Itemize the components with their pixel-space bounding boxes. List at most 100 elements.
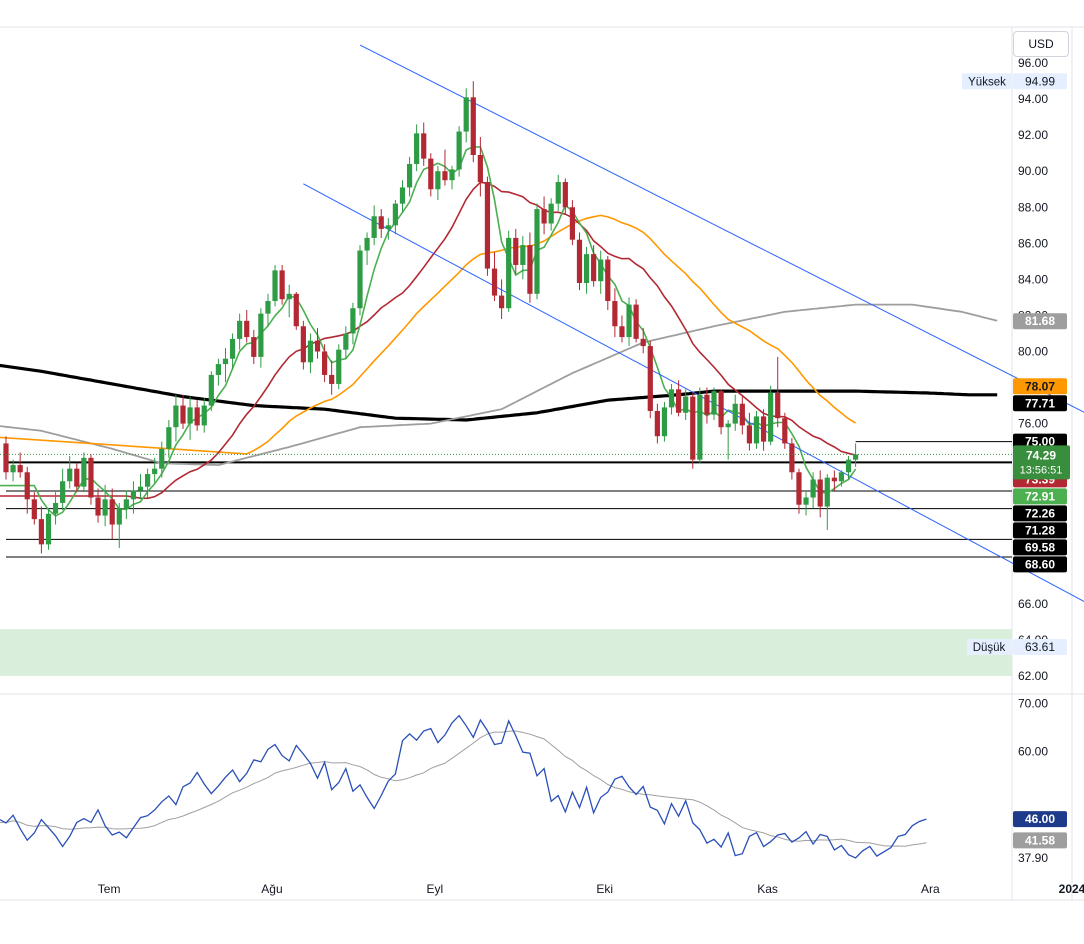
candle-body[interactable] — [810, 479, 816, 498]
candle-body[interactable] — [378, 216, 384, 229]
candle-body[interactable] — [626, 304, 632, 338]
candle-body[interactable] — [399, 187, 406, 204]
currency-button[interactable]: USD — [1013, 31, 1069, 57]
candle-body[interactable] — [442, 171, 448, 181]
candle-body[interactable] — [845, 459, 852, 473]
candle-body[interactable] — [406, 164, 413, 188]
candle-body[interactable] — [598, 259, 604, 282]
candle-body[interactable] — [605, 259, 611, 302]
moving-average-line-1[interactable] — [0, 181, 856, 500]
candle-body[interactable] — [534, 209, 540, 294]
candle-body[interactable] — [428, 158, 434, 190]
moving-average-line-4[interactable] — [0, 362, 998, 422]
candle-body[interactable] — [803, 497, 809, 505]
candle-body[interactable] — [251, 337, 257, 357]
candle-body[interactable] — [24, 472, 30, 500]
candle-body[interactable] — [392, 203, 398, 226]
candle-body[interactable] — [145, 474, 151, 487]
candle-body[interactable] — [654, 410, 660, 437]
candle-body[interactable] — [152, 468, 158, 475]
candle-body[interactable] — [371, 216, 377, 238]
candle-body[interactable] — [520, 245, 526, 265]
candle-body[interactable] — [123, 499, 129, 509]
candle-body[interactable] — [3, 443, 9, 473]
candle-body[interactable] — [130, 490, 137, 500]
candle-body[interactable] — [421, 133, 427, 159]
candle-body[interactable] — [697, 394, 703, 460]
candle-body[interactable] — [683, 396, 689, 413]
candle-body[interactable] — [322, 351, 328, 375]
candle-body[interactable] — [31, 499, 37, 520]
candle-body[interactable] — [838, 472, 845, 482]
candle-body[interactable] — [746, 425, 752, 444]
oscillator-line-0[interactable] — [0, 730, 927, 847]
candle-body[interactable] — [286, 293, 292, 300]
candle-body[interactable] — [704, 394, 710, 415]
candle-body[interactable] — [562, 182, 568, 208]
candle-body[interactable] — [300, 326, 306, 363]
candle-body[interactable] — [166, 427, 172, 449]
candle-body[interactable] — [619, 326, 625, 338]
candle-body[interactable] — [541, 209, 547, 224]
candle-body[interactable] — [775, 392, 781, 419]
candle-body[interactable] — [95, 497, 101, 516]
candle-body[interactable] — [187, 407, 193, 424]
candle-body[interactable] — [265, 301, 271, 314]
candle-body[interactable] — [668, 389, 675, 408]
candle-body[interactable] — [201, 405, 207, 426]
candle-body[interactable] — [293, 293, 299, 327]
candle-body[interactable] — [633, 304, 639, 339]
candle-body[interactable] — [569, 207, 575, 240]
candle-body[interactable] — [591, 254, 597, 282]
candle-body[interactable] — [102, 499, 108, 516]
candle-body[interactable] — [676, 389, 682, 413]
candle-body[interactable] — [640, 338, 646, 347]
candle-body[interactable] — [484, 182, 491, 269]
candle-body[interactable] — [527, 245, 533, 294]
candle-body[interactable] — [470, 97, 476, 155]
candle-body[interactable] — [350, 308, 356, 334]
candle-body[interactable] — [208, 374, 214, 406]
candle-body[interactable] — [506, 237, 512, 309]
candle-body[interactable] — [38, 519, 44, 545]
candle-body[interactable] — [739, 403, 745, 426]
candle-body[interactable] — [463, 97, 469, 132]
candle-body[interactable] — [789, 443, 795, 473]
candle-body[interactable] — [548, 203, 554, 224]
candle-body[interactable] — [796, 472, 802, 505]
candle-body[interactable] — [817, 479, 823, 507]
candle-body[interactable] — [74, 468, 80, 487]
candle-body[interactable] — [385, 225, 391, 229]
candle-body[interactable] — [67, 468, 73, 482]
candle-body[interactable] — [718, 391, 724, 428]
candle-body[interactable] — [647, 346, 653, 411]
candle-body[interactable] — [760, 416, 767, 442]
candle-body[interactable] — [237, 320, 243, 339]
candle-body[interactable] — [229, 338, 236, 359]
candle-body[interactable] — [173, 405, 179, 428]
candle-body[interactable] — [17, 465, 23, 473]
candle-body[interactable] — [109, 499, 115, 525]
candle-body[interactable] — [661, 407, 668, 437]
moving-average-line-3[interactable] — [0, 303, 998, 467]
candle-body[interactable] — [555, 182, 561, 204]
candle-body[interactable] — [279, 270, 285, 300]
candle-body[interactable] — [576, 239, 583, 283]
candle-body[interactable] — [364, 237, 370, 251]
candle-body[interactable] — [477, 154, 483, 183]
candle-body[interactable] — [690, 396, 696, 460]
candle-body[interactable] — [307, 340, 314, 363]
candle-body[interactable] — [732, 403, 738, 424]
candle-body[interactable] — [499, 295, 505, 309]
candle-body[interactable] — [782, 418, 788, 444]
candle-body[interactable] — [159, 448, 165, 469]
oscillator-line-1[interactable] — [0, 714, 927, 859]
channel-line-1[interactable] — [303, 183, 1084, 635]
candle-body[interactable] — [456, 131, 462, 170]
candle-body[interactable] — [88, 457, 94, 498]
candle-body[interactable] — [491, 268, 498, 296]
candle-body[interactable] — [60, 481, 66, 503]
candle-body[interactable] — [768, 392, 774, 442]
